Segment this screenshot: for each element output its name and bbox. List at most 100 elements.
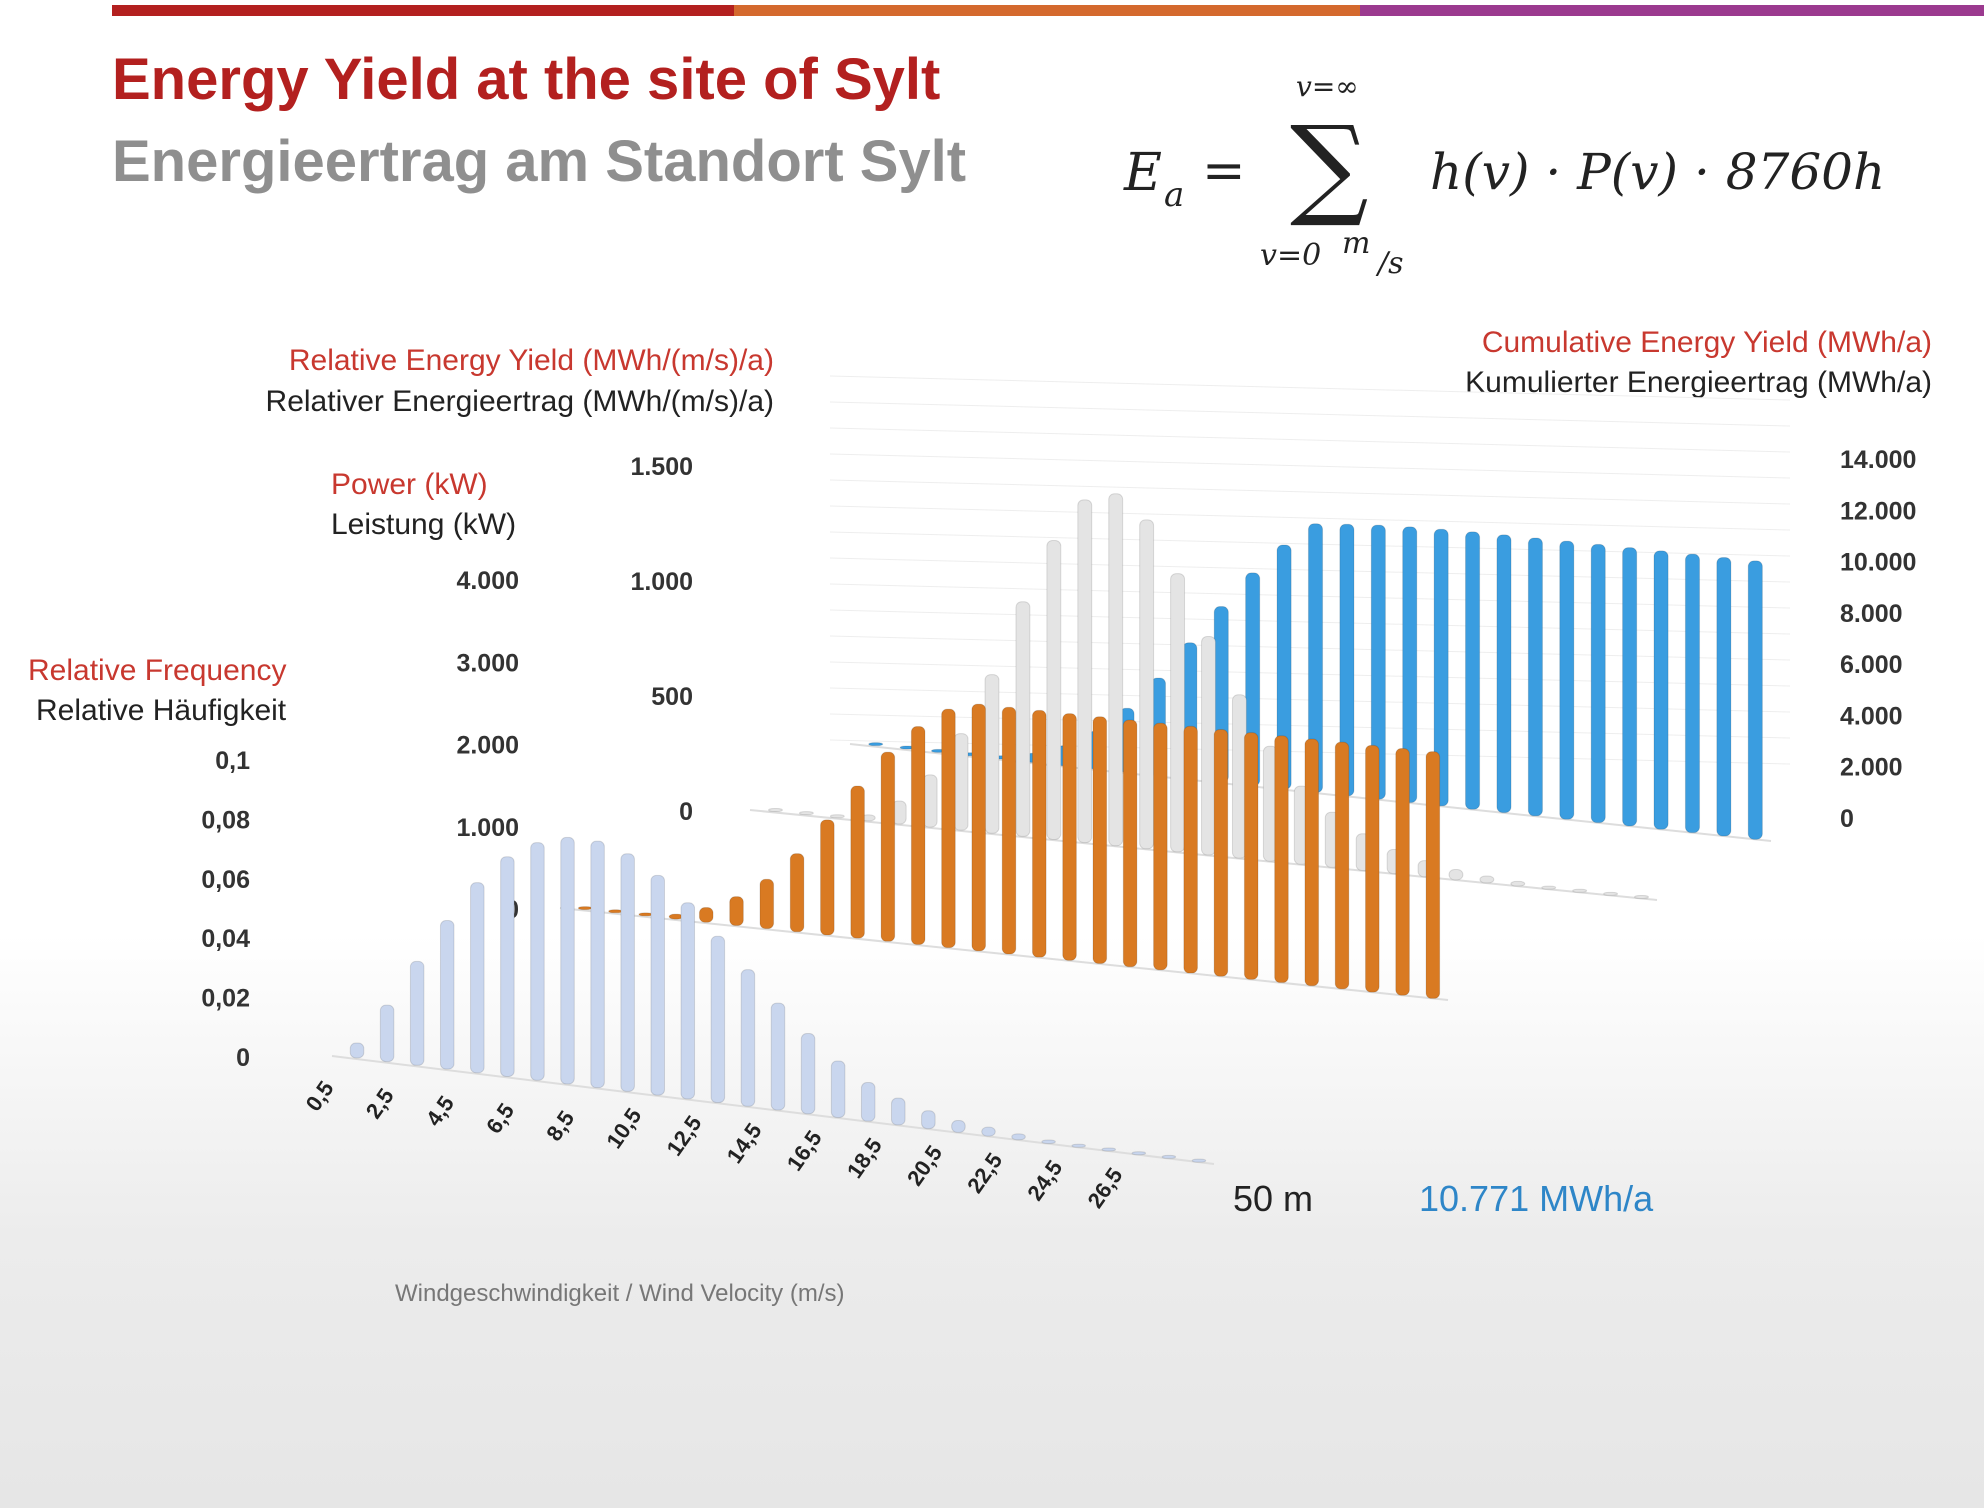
cumulative-bar — [1684, 553, 1701, 834]
frequency-bar — [590, 840, 605, 1089]
x-tick-label: 18,5 — [842, 1133, 887, 1182]
power-bar — [1334, 741, 1350, 990]
frequency-bar — [680, 902, 696, 1100]
formula-lower-limit: v=0 — [1260, 238, 1322, 273]
formula-body: h(v) · P(v) · 8760h — [1430, 143, 1886, 201]
frequency-tick-label: 0,02 — [201, 985, 250, 1013]
frequency-tick-label: 0 — [236, 1044, 250, 1072]
rel-yield-label-en: Relative Energy Yield (MWh/(m/s)/a) — [288, 344, 774, 377]
frequency-tick-label: 0,06 — [201, 866, 250, 894]
cumulative-tick-label: 0 — [1840, 805, 1854, 833]
power-bar — [910, 726, 926, 945]
rel-yield-bar — [1015, 601, 1031, 837]
x-tick-label: 20,5 — [902, 1141, 947, 1190]
x-tick-label: 22,5 — [962, 1148, 1007, 1197]
frequency-bar — [379, 1004, 395, 1063]
cumulative-bar — [868, 742, 884, 747]
rel-yield-tick-label: 500 — [651, 683, 693, 711]
frequency-bar — [530, 842, 545, 1081]
rel-yield-bar — [1108, 493, 1124, 847]
cumulative-bar — [1653, 550, 1669, 830]
formula-lhs-sub: a — [1164, 175, 1185, 215]
cumulative-tick-label: 12.000 — [1840, 497, 1916, 525]
rel-yield-bar — [768, 808, 783, 813]
page-title: Energy Yield at the site of Sylt — [112, 47, 941, 112]
rel-yield-bar — [1510, 880, 1526, 887]
grid-line — [829, 505, 1791, 531]
frequency-tick-label: 0,1 — [215, 747, 250, 775]
formula-equals: = — [1202, 141, 1246, 201]
power-bar — [1062, 713, 1077, 961]
frequency-baseline — [331, 1055, 1215, 1165]
annual-yield-value: 10.771 MWh/a — [1419, 1178, 1654, 1219]
page-subtitle: Energieertrag am Standort Sylt — [112, 129, 967, 194]
power-bar — [789, 853, 805, 933]
frequency-bar — [1041, 1139, 1056, 1145]
frequency-tick-label: 0,08 — [201, 806, 250, 834]
formula-upper-limit: v=∞ — [1296, 70, 1359, 103]
power-bar — [577, 906, 593, 911]
power-bar — [1092, 716, 1108, 965]
grid-line — [829, 375, 1791, 401]
cumulative-bar — [1402, 526, 1418, 804]
frequency-bar — [439, 920, 455, 1070]
freq-label-en: Relative Frequency — [28, 654, 287, 687]
grid-line — [829, 453, 1791, 479]
frequency-bar — [891, 1097, 906, 1126]
grid-line — [829, 479, 1791, 505]
freq-label-de: Relative Häufigkeit — [36, 694, 287, 727]
rel-yield-bar — [1077, 499, 1093, 844]
frequency-bar — [921, 1110, 936, 1130]
sigma-symbol: ∑ — [1290, 102, 1369, 230]
frequency-bar — [500, 856, 515, 1077]
power-bar — [850, 785, 865, 939]
cumulative-bar — [1716, 557, 1732, 837]
frequency-bar — [409, 960, 425, 1066]
cumulative-tick-label: 6.000 — [1840, 651, 1903, 679]
frequency-bar — [560, 836, 575, 1085]
cumulative-tick-label: 8.000 — [1840, 600, 1903, 628]
frequency-bar — [981, 1126, 996, 1137]
x-tick-label: 14,5 — [722, 1118, 767, 1167]
power-bar — [1122, 719, 1138, 968]
rel-yield-bar — [1170, 573, 1186, 853]
cumulative-bar — [1622, 547, 1638, 827]
x-tick-label: 12,5 — [661, 1111, 706, 1160]
power-bar — [1395, 747, 1410, 996]
rel-yield-bar — [1139, 519, 1155, 850]
power-bar — [880, 751, 896, 942]
frequency-bar — [470, 882, 485, 1074]
top-stripe-orange — [734, 5, 1360, 16]
rel-yield-bar — [1541, 885, 1557, 890]
frequency-bar — [650, 874, 665, 1096]
power-tick-label: 1.000 — [456, 814, 519, 842]
frequency-bar — [1191, 1158, 1207, 1163]
formula-lower-unit-num: m — [1342, 226, 1371, 261]
frequency-bar — [349, 1042, 365, 1059]
energy-formula: E a = v=∞ ∑ v=0 m /s h(v) · P(v) · 8760h — [1120, 71, 1920, 285]
cumulative-tick-label: 2.000 — [1840, 754, 1903, 782]
rel-yield-bar — [1572, 888, 1588, 893]
formula-lhs: E — [1124, 143, 1162, 203]
rel-yield-bar — [953, 733, 969, 831]
frequency-bar — [1011, 1133, 1026, 1141]
rel-yield-baseline — [749, 809, 1658, 901]
power-baseline — [559, 907, 1449, 1001]
power-bar — [759, 878, 775, 930]
power-bar — [698, 906, 714, 923]
frequency-bar — [1071, 1143, 1086, 1148]
rel-yield-bar — [1448, 868, 1464, 881]
frequency-bar — [1131, 1151, 1147, 1156]
frequency-bar — [951, 1119, 966, 1133]
frequency-tick-label: 0,04 — [201, 925, 250, 953]
top-stripe-purple — [1360, 5, 1984, 16]
cumulative-bar — [1496, 534, 1512, 814]
power-bar — [1183, 725, 1198, 974]
frequency-bar — [860, 1082, 876, 1122]
hub-height-label: 50 m — [1233, 1178, 1314, 1219]
cumulative-bar — [1527, 537, 1543, 817]
rel-yield-bar — [1201, 636, 1216, 856]
frequency-bar — [830, 1060, 846, 1118]
frequency-bar — [1161, 1154, 1177, 1159]
